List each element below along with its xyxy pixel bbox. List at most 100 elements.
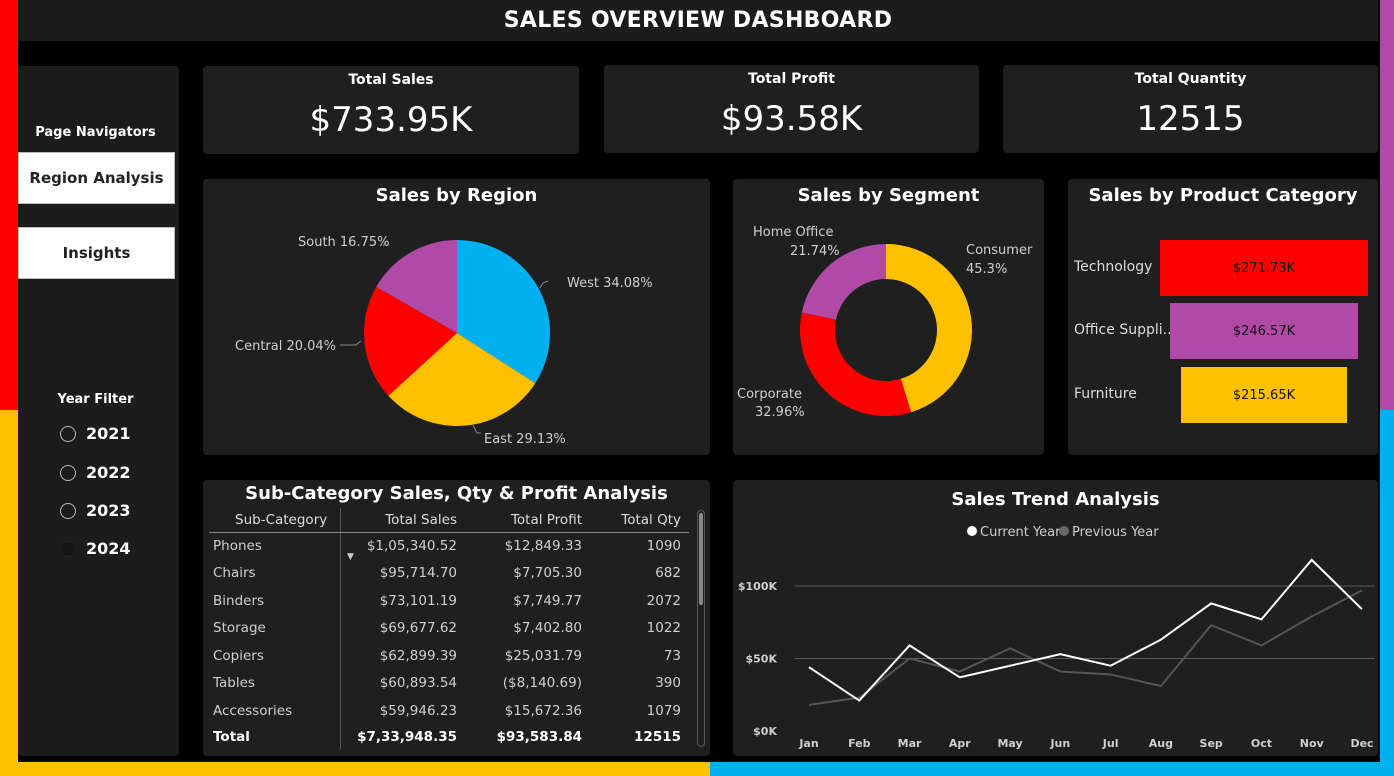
year-option-2024[interactable]: 2024 bbox=[60, 539, 131, 558]
series-line-previous-year[interactable] bbox=[808, 589, 1363, 706]
legend-dot-current-year bbox=[967, 526, 977, 536]
category-label: Furniture bbox=[1074, 386, 1137, 402]
column-header-total-profit[interactable]: Total Profit bbox=[465, 508, 590, 533]
legend-label-previous-year: Previous Year bbox=[1072, 525, 1159, 540]
year-option-2022[interactable]: 2022 bbox=[60, 463, 131, 482]
x-tick-label: Oct bbox=[1251, 737, 1272, 750]
cell-total-sales: $1,05,340.52 bbox=[366, 538, 457, 554]
sort-desc-icon[interactable]: ▼ bbox=[347, 552, 354, 562]
year-option-2023[interactable]: 2023 bbox=[60, 501, 131, 520]
region-slice-west[interactable] bbox=[457, 240, 550, 384]
region-slice-east[interactable] bbox=[388, 333, 536, 426]
table-row[interactable]: Tables $60,893.54 ($8,140.69) 390 bbox=[209, 669, 689, 697]
x-tick-label: Apr bbox=[949, 737, 971, 750]
frame-yellow-left bbox=[0, 410, 18, 776]
radio-icon[interactable] bbox=[60, 502, 76, 519]
x-tick-label: Jun bbox=[1049, 737, 1070, 750]
table-row[interactable]: Accessories $59,946.23 $15,672.36 1079 bbox=[209, 697, 689, 725]
table-row[interactable]: Binders $73,101.19 $7,749.77 2072 bbox=[209, 587, 689, 615]
segment-chart-panel: Sales by Segment Consumer 45.3% Corporat… bbox=[733, 179, 1044, 455]
subcategory-table-panel: Sub-Category Sales, Qty & Profit Analysi… bbox=[203, 480, 710, 756]
y-tick-label: $50K bbox=[746, 653, 778, 666]
cell-subcategory: Chairs bbox=[209, 559, 341, 587]
segment-value-consumer: 45.3% bbox=[966, 262, 1007, 277]
cell-total-profit: $7,705.30 bbox=[513, 565, 582, 582]
cell-total-profit: $15,672.36 bbox=[504, 702, 582, 719]
radio-icon[interactable] bbox=[60, 464, 76, 481]
category-label: Office Suppli... bbox=[1074, 322, 1170, 338]
page-title: SALES OVERVIEW DASHBOARD bbox=[18, 0, 1378, 41]
table-row[interactable]: Storage $69,677.62 $7,402.80 1022 bbox=[209, 614, 689, 642]
kpi-value: $93.58K bbox=[720, 99, 863, 139]
cell-total-profit: $7,402.80 bbox=[513, 620, 582, 637]
category-bar-technology[interactable]: $271.73K bbox=[1160, 240, 1368, 296]
region-slice-central[interactable] bbox=[364, 286, 457, 396]
region-label-west: West 34.08% bbox=[567, 276, 653, 291]
column-header-subcategory[interactable]: Sub-Category ▼ bbox=[209, 508, 354, 562]
cell-total-profit: $25,031.79 bbox=[504, 647, 582, 664]
total-profit: $93,583.84 bbox=[496, 728, 582, 745]
table-total-row: Total $7,33,948.35 $93,583.84 12515 bbox=[209, 724, 689, 749]
year-label: 2024 bbox=[86, 539, 131, 558]
segment-slice-home-office[interactable] bbox=[801, 244, 886, 320]
table-row[interactable]: Chairs $95,714.70 $7,705.30 682 bbox=[209, 559, 689, 587]
cell-total-sales: $59,946.23 bbox=[379, 702, 457, 719]
category-chart-title: Sales by Product Category bbox=[1088, 185, 1358, 206]
cell-subcategory: Storage bbox=[209, 614, 341, 642]
segment-slice-consumer[interactable] bbox=[886, 244, 972, 413]
column-header-total-qty[interactable]: Total Qty bbox=[590, 508, 689, 533]
region-analysis-button[interactable]: Region Analysis bbox=[18, 152, 175, 204]
cell-total-sales: $73,101.19 bbox=[379, 592, 457, 609]
table-header-row: Sub-Category ▼ Total Sales Total Profit T… bbox=[209, 508, 689, 562]
region-slice-south[interactable] bbox=[376, 240, 457, 333]
series-line-current-year[interactable] bbox=[808, 558, 1363, 702]
segment-label-corporate: Corporate bbox=[737, 387, 802, 402]
x-tick-label: Aug bbox=[1149, 737, 1173, 750]
radio-icon[interactable] bbox=[60, 425, 76, 442]
table-row[interactable]: Phones $1,05,340.52 $12,849.33 1090 bbox=[209, 532, 689, 560]
total-label: Total bbox=[209, 724, 341, 749]
bar-value-label: $246.57K bbox=[1232, 323, 1296, 339]
frame-yellow-bottom bbox=[0, 762, 710, 776]
column-header-label: Sub-Category bbox=[235, 511, 328, 528]
insights-button[interactable]: Insights bbox=[18, 227, 175, 279]
segment-slice-corporate[interactable] bbox=[800, 312, 912, 416]
trend-chart-title: Sales Trend Analysis bbox=[951, 489, 1160, 510]
region-chart-panel: Sales by Region West 34.08% East 29.13% … bbox=[203, 179, 710, 455]
trend-line-svg: Current Year Previous Year $0K $50K $100K J… bbox=[738, 525, 1375, 750]
table-row[interactable]: Copiers $62,899.39 $25,031.79 73 bbox=[209, 642, 689, 670]
x-tick-label: Jan bbox=[798, 737, 818, 750]
year-option-2021[interactable]: 2021 bbox=[60, 424, 131, 443]
scrollbar-thumb[interactable] bbox=[699, 513, 703, 605]
x-tick-label: Sep bbox=[1200, 737, 1223, 750]
segment-value-home-office: 21.74% bbox=[790, 244, 840, 259]
kpi-total-quantity: Total Quantity 12515 bbox=[1003, 65, 1378, 153]
radio-icon[interactable] bbox=[60, 540, 76, 557]
table-title: Sub-Category Sales, Qty & Profit Analysi… bbox=[245, 483, 668, 504]
cell-total-qty: 1079 bbox=[646, 702, 681, 719]
x-tick-label: Dec bbox=[1350, 737, 1373, 750]
category-bar-office-supplies[interactable]: $246.57K bbox=[1169, 303, 1359, 359]
cell-subcategory: Binders bbox=[209, 587, 341, 615]
column-header-total-sales[interactable]: Total Sales bbox=[340, 508, 465, 533]
legend-label-current-year: Current Year bbox=[980, 525, 1061, 540]
page-navigator-heading: Page Navigators bbox=[35, 125, 156, 140]
table-scrollbar[interactable] bbox=[697, 510, 705, 747]
kpi-label: Total Quantity bbox=[1134, 71, 1247, 87]
region-label-east: East 29.13% bbox=[484, 432, 566, 447]
cell-total-qty: 73 bbox=[663, 647, 681, 664]
category-bar-furniture[interactable]: $215.65K bbox=[1181, 367, 1347, 423]
kpi-value: $733.95K bbox=[309, 100, 473, 140]
cell-subcategory: Phones bbox=[209, 532, 341, 560]
x-tick-label: Nov bbox=[1300, 737, 1325, 750]
leader-line bbox=[382, 241, 387, 247]
legend[interactable]: Current Year Previous Year bbox=[967, 525, 1159, 540]
frame-blue-bottom bbox=[710, 762, 1394, 776]
cell-total-sales: $62,899.39 bbox=[379, 647, 457, 664]
region-label-south: South 16.75% bbox=[298, 235, 389, 250]
cell-subcategory: Copiers bbox=[209, 642, 341, 670]
region-label-central: Central 20.04% bbox=[235, 339, 336, 354]
segment-label-consumer: Consumer bbox=[966, 243, 1033, 258]
region-chart-title: Sales by Region bbox=[375, 185, 538, 206]
cell-total-qty: 682 bbox=[655, 565, 681, 582]
